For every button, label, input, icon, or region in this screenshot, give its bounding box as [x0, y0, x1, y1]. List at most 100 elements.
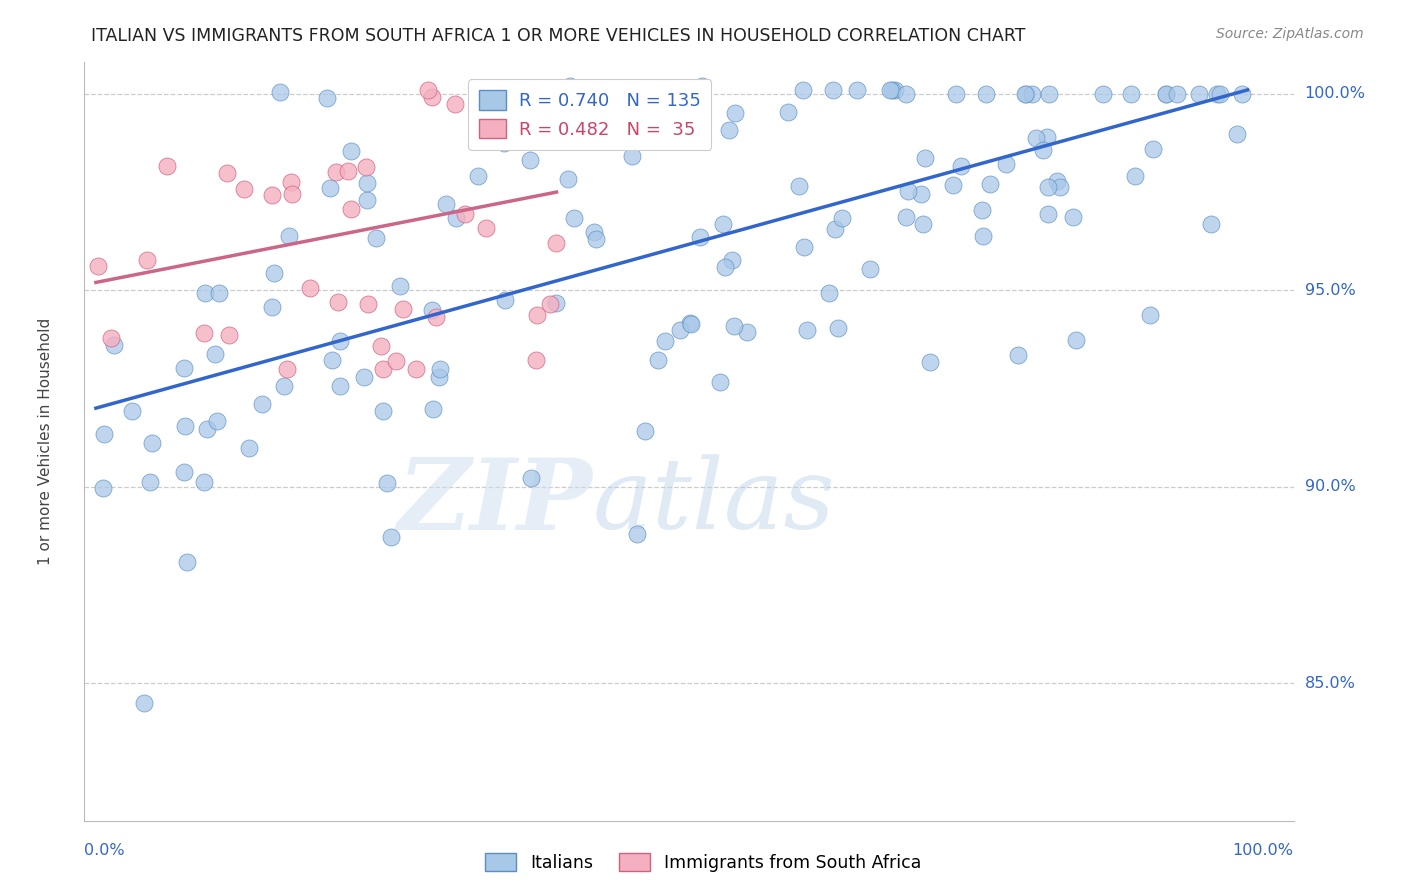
- Point: [454, 207, 477, 221]
- Point: [1119, 87, 1142, 101]
- Point: [526, 309, 548, 323]
- Point: [356, 193, 378, 207]
- Point: [467, 169, 489, 184]
- Point: [544, 296, 567, 310]
- Point: [897, 184, 920, 198]
- Point: [405, 362, 427, 376]
- Point: [538, 296, 561, 310]
- Point: [425, 310, 447, 325]
- Point: [831, 211, 853, 225]
- Text: 90.0%: 90.0%: [1305, 479, 1355, 494]
- Point: [1032, 143, 1054, 157]
- Point: [269, 85, 291, 99]
- Text: ITALIAN VS IMMIGRANTS FROM SOUTH AFRICA 1 OR MORE VEHICLES IN HOUSEHOLD CORRELAT: ITALIAN VS IMMIGRANTS FROM SOUTH AFRICA …: [91, 27, 1026, 45]
- Point: [135, 253, 157, 268]
- Point: [918, 355, 941, 369]
- Text: ZIP: ZIP: [398, 454, 592, 550]
- Point: [1038, 87, 1060, 101]
- Point: [280, 175, 302, 189]
- Point: [1206, 87, 1229, 101]
- Point: [326, 294, 349, 309]
- Point: [100, 330, 122, 344]
- Point: [204, 347, 226, 361]
- Point: [173, 360, 195, 375]
- Point: [585, 231, 607, 245]
- Point: [1139, 308, 1161, 322]
- Point: [1036, 179, 1059, 194]
- Point: [1142, 142, 1164, 156]
- Point: [1025, 131, 1047, 145]
- Text: 100.0%: 100.0%: [1233, 844, 1294, 858]
- Point: [1092, 87, 1115, 101]
- Point: [883, 83, 905, 97]
- Point: [388, 278, 411, 293]
- Point: [193, 326, 215, 340]
- Point: [540, 116, 562, 130]
- Point: [1154, 87, 1177, 101]
- Point: [444, 211, 467, 225]
- Point: [321, 352, 343, 367]
- Point: [434, 196, 457, 211]
- Point: [562, 211, 585, 225]
- Point: [689, 230, 711, 244]
- Point: [1049, 180, 1071, 194]
- Point: [631, 103, 654, 118]
- Point: [679, 316, 702, 330]
- Point: [475, 220, 498, 235]
- Point: [276, 362, 298, 376]
- Point: [340, 144, 363, 158]
- Point: [720, 252, 742, 267]
- Point: [429, 362, 451, 376]
- Point: [1123, 169, 1146, 184]
- Point: [912, 217, 935, 231]
- Point: [197, 422, 219, 436]
- Text: Source: ZipAtlas.com: Source: ZipAtlas.com: [1216, 27, 1364, 41]
- Point: [1226, 127, 1249, 141]
- Point: [262, 300, 284, 314]
- Point: [208, 285, 231, 300]
- Point: [979, 177, 1001, 191]
- Point: [93, 481, 115, 495]
- Point: [1209, 87, 1232, 101]
- Point: [316, 91, 339, 105]
- Point: [519, 153, 541, 167]
- Point: [557, 171, 579, 186]
- Point: [995, 157, 1018, 171]
- Point: [894, 87, 917, 101]
- Point: [647, 352, 669, 367]
- Point: [263, 266, 285, 280]
- Legend: R = 0.740   N = 135, R = 0.482   N =  35: R = 0.740 N = 135, R = 0.482 N = 35: [468, 79, 711, 150]
- Point: [422, 402, 444, 417]
- Point: [1064, 333, 1087, 347]
- Point: [1166, 87, 1188, 101]
- Point: [1014, 87, 1036, 101]
- Point: [281, 186, 304, 201]
- Point: [357, 297, 380, 311]
- Point: [329, 378, 352, 392]
- Point: [626, 527, 648, 541]
- Point: [818, 286, 841, 301]
- Point: [945, 87, 967, 101]
- Point: [356, 176, 378, 190]
- Point: [443, 97, 465, 112]
- Point: [1021, 87, 1043, 101]
- Point: [325, 165, 347, 179]
- Point: [176, 555, 198, 569]
- Point: [974, 87, 997, 101]
- Text: 0.0%: 0.0%: [84, 844, 125, 858]
- Point: [373, 362, 395, 376]
- Point: [709, 375, 731, 389]
- Point: [583, 225, 606, 239]
- Point: [353, 369, 375, 384]
- Point: [519, 471, 541, 485]
- Point: [366, 231, 388, 245]
- Point: [356, 161, 378, 175]
- Point: [621, 95, 644, 110]
- Point: [1035, 129, 1057, 144]
- Point: [689, 125, 711, 139]
- Point: [277, 229, 299, 244]
- Point: [972, 229, 994, 244]
- Point: [138, 475, 160, 489]
- Point: [787, 178, 810, 193]
- Point: [1062, 210, 1084, 224]
